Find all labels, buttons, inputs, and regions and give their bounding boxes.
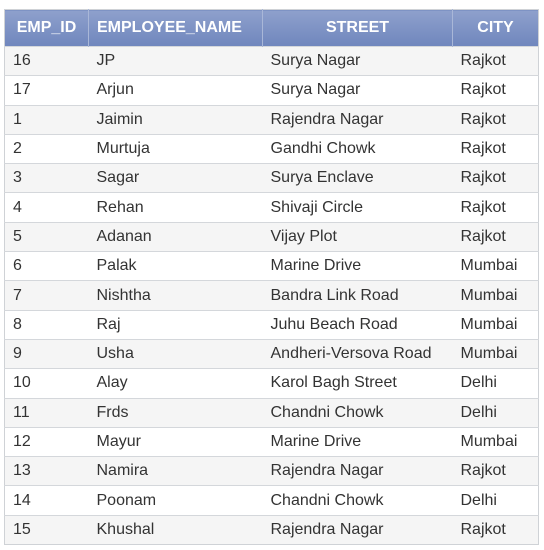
cell-employee-name: Mayur: [88, 426, 263, 457]
cell-employee-name: Alay: [88, 368, 263, 399]
table-row: 9 Usha Andheri-Versova Road Mumbai: [4, 338, 539, 369]
table-row: 4 Rehan Shivaji Circle Rajkot: [4, 192, 539, 223]
cell-employee-name: Palak: [88, 251, 263, 281]
cell-emp-id: 9: [4, 338, 89, 369]
table-row: 15 Khushal Rajendra Nagar Rajkot: [4, 514, 539, 545]
cell-emp-id: 5: [4, 221, 89, 252]
table-row: 12 Mayur Marine Drive Mumbai: [4, 426, 539, 457]
cell-emp-id: 15: [4, 514, 89, 545]
cell-emp-id: 1: [4, 104, 89, 135]
table-row: 13 Namira Rajendra Nagar Rajkot: [4, 456, 539, 486]
cell-street: Karol Bagh Street: [262, 368, 453, 399]
cell-street: Vijay Plot: [262, 221, 453, 252]
cell-emp-id: 8: [4, 309, 89, 340]
table-row: 10 Alay Karol Bagh Street Delhi: [4, 368, 539, 399]
cell-city: Rajkot: [452, 514, 539, 545]
cell-emp-id: 4: [4, 192, 89, 223]
cell-street: Rajendra Nagar: [262, 104, 453, 135]
table-row: 6 Palak Marine Drive Mumbai: [4, 251, 539, 281]
table-body: 16 JP Surya Nagar Rajkot 17 Arjun Surya Nagar R…: [4, 45, 539, 545]
cell-street: Chandni Chowk: [262, 397, 453, 428]
table-row: 16 JP Surya Nagar Rajkot: [4, 45, 539, 76]
cell-employee-name: Sagar: [88, 163, 263, 193]
cell-street: Marine Drive: [262, 251, 453, 281]
column-header-city: CITY: [452, 9, 539, 47]
cell-street: Andheri-Versova Road: [262, 338, 453, 369]
employee-table-container: EMP_ID EMPLOYEE_NAME STREET CITY 16 JP Sur…: [4, 9, 539, 546]
table-header: EMP_ID EMPLOYEE_NAME STREET CITY: [4, 9, 539, 47]
cell-emp-id: 10: [4, 368, 89, 399]
cell-street: Juhu Beach Road: [262, 309, 453, 340]
cell-city: Rajkot: [452, 192, 539, 223]
table-row: 3 Sagar Surya Enclave Rajkot: [4, 163, 539, 193]
cell-employee-name: Frds: [88, 397, 263, 428]
cell-city: Mumbai: [452, 280, 539, 311]
cell-city: Rajkot: [452, 456, 539, 486]
cell-street: Rajendra Nagar: [262, 456, 453, 486]
cell-street: Surya Nagar: [262, 45, 453, 76]
cell-employee-name: Murtuja: [88, 133, 263, 164]
cell-city: Mumbai: [452, 426, 539, 457]
cell-emp-id: 2: [4, 133, 89, 164]
cell-city: Mumbai: [452, 338, 539, 369]
column-header-emp-id: EMP_ID: [4, 9, 89, 47]
table-row: 14 Poonam Chandni Chowk Delhi: [4, 485, 539, 516]
column-header-street: STREET: [262, 9, 453, 47]
cell-city: Delhi: [452, 368, 539, 399]
cell-employee-name: Usha: [88, 338, 263, 369]
column-header-employee-name: EMPLOYEE_NAME: [88, 9, 263, 47]
cell-city: Delhi: [452, 485, 539, 516]
table-row: 17 Arjun Surya Nagar Rajkot: [4, 75, 539, 106]
cell-emp-id: 11: [4, 397, 89, 428]
cell-employee-name: Jaimin: [88, 104, 263, 135]
cell-emp-id: 13: [4, 456, 89, 486]
cell-street: Gandhi Chowk: [262, 133, 453, 164]
cell-employee-name: Arjun: [88, 75, 263, 106]
cell-street: Bandra Link Road: [262, 280, 453, 311]
cell-street: Marine Drive: [262, 426, 453, 457]
cell-street: Chandni Chowk: [262, 485, 453, 516]
cell-city: Rajkot: [452, 133, 539, 164]
cell-street: Rajendra Nagar: [262, 514, 453, 545]
cell-emp-id: 12: [4, 426, 89, 457]
table-row: 11 Frds Chandni Chowk Delhi: [4, 397, 539, 428]
cell-city: Rajkot: [452, 104, 539, 135]
cell-employee-name: Poonam: [88, 485, 263, 516]
header-row: EMP_ID EMPLOYEE_NAME STREET CITY: [4, 9, 539, 47]
table-row: 5 Adanan Vijay Plot Rajkot: [4, 221, 539, 252]
employee-table: EMP_ID EMPLOYEE_NAME STREET CITY 16 JP Sur…: [4, 9, 539, 546]
cell-emp-id: 17: [4, 75, 89, 106]
cell-street: Shivaji Circle: [262, 192, 453, 223]
cell-emp-id: 6: [4, 251, 89, 281]
cell-city: Mumbai: [452, 251, 539, 281]
cell-street: Surya Nagar: [262, 75, 453, 106]
cell-city: Rajkot: [452, 45, 539, 76]
cell-city: Mumbai: [452, 309, 539, 340]
cell-employee-name: Adanan: [88, 221, 263, 252]
table-row: 8 Raj Juhu Beach Road Mumbai: [4, 309, 539, 340]
cell-emp-id: 3: [4, 163, 89, 193]
table-row: 1 Jaimin Rajendra Nagar Rajkot: [4, 104, 539, 135]
cell-emp-id: 7: [4, 280, 89, 311]
cell-emp-id: 16: [4, 45, 89, 76]
cell-emp-id: 14: [4, 485, 89, 516]
cell-employee-name: Nishtha: [88, 280, 263, 311]
cell-city: Rajkot: [452, 163, 539, 193]
cell-city: Rajkot: [452, 221, 539, 252]
table-row: 2 Murtuja Gandhi Chowk Rajkot: [4, 133, 539, 164]
cell-employee-name: Raj: [88, 309, 263, 340]
cell-employee-name: Namira: [88, 456, 263, 486]
cell-employee-name: Rehan: [88, 192, 263, 223]
cell-street: Surya Enclave: [262, 163, 453, 193]
cell-employee-name: JP: [88, 45, 263, 76]
cell-city: Delhi: [452, 397, 539, 428]
cell-city: Rajkot: [452, 75, 539, 106]
cell-employee-name: Khushal: [88, 514, 263, 545]
table-row: 7 Nishtha Bandra Link Road Mumbai: [4, 280, 539, 311]
